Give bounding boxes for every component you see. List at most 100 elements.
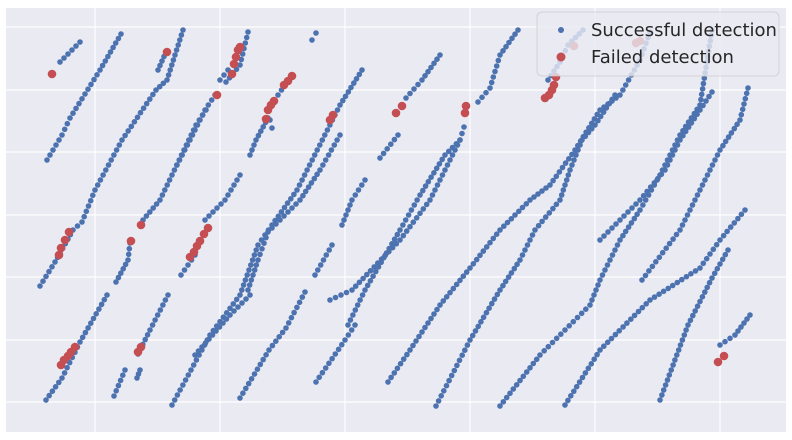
success-point-48 bbox=[105, 162, 112, 168]
success-point-603 bbox=[472, 328, 479, 334]
success-point-233 bbox=[337, 102, 343, 108]
success-point-482 bbox=[440, 298, 447, 304]
success-point-925 bbox=[727, 335, 733, 342]
success-point-17 bbox=[90, 315, 97, 322]
success-point-81 bbox=[53, 142, 59, 148]
success-point-791 bbox=[651, 294, 658, 300]
success-point-332 bbox=[314, 171, 320, 178]
success-point-499 bbox=[497, 227, 503, 233]
success-point-580 bbox=[433, 165, 440, 172]
success-point-136 bbox=[120, 266, 126, 272]
success-point-75 bbox=[177, 37, 183, 43]
success-point-769 bbox=[573, 383, 580, 390]
success-point-666 bbox=[500, 48, 506, 54]
success-point-83 bbox=[59, 132, 65, 138]
success-point-649 bbox=[595, 117, 601, 124]
success-point-496 bbox=[487, 239, 493, 246]
success-point-890 bbox=[745, 85, 751, 91]
failed-point-7 bbox=[54, 250, 64, 260]
success-point-359 bbox=[216, 324, 223, 330]
success-point-432 bbox=[317, 262, 324, 268]
success-point-679 bbox=[520, 373, 527, 380]
success-point-168 bbox=[159, 58, 165, 64]
success-point-857 bbox=[663, 245, 669, 251]
success-point-483 bbox=[443, 294, 450, 300]
success-point-1 bbox=[46, 392, 52, 399]
success-point-20 bbox=[98, 301, 105, 308]
success-point-212 bbox=[281, 204, 288, 211]
success-point-634 bbox=[560, 187, 567, 193]
success-point-18 bbox=[93, 311, 99, 317]
success-point-740 bbox=[698, 91, 705, 98]
success-point-14 bbox=[82, 329, 89, 336]
success-point-608 bbox=[486, 305, 492, 312]
success-point-561 bbox=[381, 254, 387, 261]
success-point-917 bbox=[711, 270, 718, 277]
success-point-129 bbox=[157, 307, 164, 313]
success-point-383 bbox=[335, 346, 342, 353]
success-point-590 bbox=[438, 393, 445, 399]
success-point-931 bbox=[747, 312, 753, 318]
success-point-663 bbox=[493, 63, 500, 69]
success-point-678 bbox=[517, 377, 523, 384]
success-point-664 bbox=[495, 57, 502, 64]
success-point-27 bbox=[49, 264, 55, 270]
success-point-133 bbox=[113, 279, 119, 285]
success-point-347 bbox=[260, 124, 267, 130]
success-point-4 bbox=[56, 379, 62, 386]
success-point-652 bbox=[603, 105, 610, 111]
success-point-478 bbox=[428, 315, 434, 322]
success-point-374 bbox=[309, 37, 315, 43]
success-point-794 bbox=[665, 285, 671, 292]
success-point-128 bbox=[154, 312, 161, 318]
success-point-147 bbox=[157, 197, 163, 203]
success-point-41 bbox=[87, 197, 94, 204]
success-point-204 bbox=[255, 242, 261, 248]
success-point-805 bbox=[710, 246, 717, 253]
success-point-577 bbox=[425, 178, 432, 185]
success-point-567 bbox=[397, 227, 403, 233]
success-point-237 bbox=[348, 84, 354, 91]
success-point-839 bbox=[680, 132, 686, 139]
success-point-345 bbox=[255, 132, 262, 139]
success-point-308 bbox=[246, 282, 253, 288]
success-point-386 bbox=[345, 332, 352, 338]
success-point-682 bbox=[530, 360, 537, 367]
success-point-575 bbox=[420, 187, 426, 194]
success-point-621 bbox=[522, 247, 528, 253]
success-point-225 bbox=[317, 142, 323, 148]
success-point-415 bbox=[427, 197, 433, 203]
success-point-700 bbox=[595, 282, 601, 288]
success-point-536 bbox=[622, 82, 629, 88]
success-point-472 bbox=[410, 342, 416, 349]
success-point-476 bbox=[422, 324, 428, 331]
success-point-870 bbox=[699, 182, 706, 188]
success-point-44 bbox=[94, 182, 101, 188]
success-point-303 bbox=[294, 304, 300, 311]
success-point-40 bbox=[85, 203, 92, 209]
success-point-99 bbox=[105, 53, 111, 60]
success-point-591 bbox=[441, 388, 447, 394]
success-point-343 bbox=[251, 142, 257, 148]
success-point-45 bbox=[97, 177, 104, 183]
success-point-871 bbox=[702, 177, 708, 183]
success-point-584 bbox=[446, 148, 452, 155]
success-point-244 bbox=[185, 262, 191, 268]
success-point-863 bbox=[682, 217, 688, 223]
success-point-109 bbox=[73, 43, 79, 49]
failed-point-38 bbox=[460, 108, 470, 118]
success-point-514 bbox=[553, 173, 560, 180]
success-point-260 bbox=[179, 152, 185, 158]
success-point-586 bbox=[453, 141, 460, 147]
success-point-125 bbox=[147, 327, 153, 333]
success-point-901 bbox=[675, 347, 682, 353]
success-point-468 bbox=[397, 360, 404, 367]
success-point-135 bbox=[118, 270, 124, 277]
success-point-52 bbox=[116, 142, 123, 148]
success-point-467 bbox=[394, 365, 401, 372]
success-point-214 bbox=[288, 196, 294, 202]
legend-marker-successful bbox=[558, 27, 564, 33]
success-point-366 bbox=[243, 296, 249, 302]
success-point-588 bbox=[433, 403, 439, 409]
success-point-293 bbox=[263, 352, 269, 358]
